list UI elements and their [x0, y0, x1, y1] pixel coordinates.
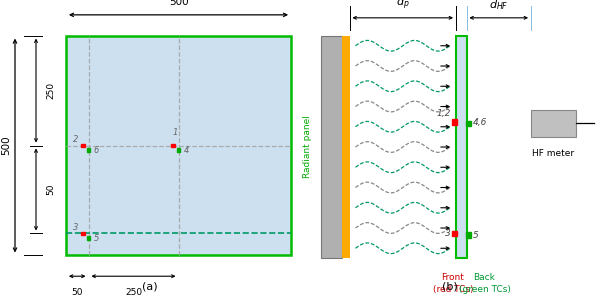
Text: (green TCs): (green TCs) [458, 285, 511, 294]
Bar [87, 148, 91, 152]
Bar [82, 232, 85, 235]
Bar [466, 121, 471, 126]
Text: Back: Back [473, 273, 496, 282]
Text: 250: 250 [47, 82, 56, 99]
Bar [531, 110, 576, 137]
Text: 50: 50 [47, 184, 56, 195]
Text: $d_{HF}$: $d_{HF}$ [489, 0, 508, 12]
Text: 500: 500 [1, 136, 11, 155]
Bar [87, 236, 91, 240]
Text: 4,6: 4,6 [473, 118, 487, 127]
Text: 6: 6 [94, 146, 99, 155]
Text: HF meter: HF meter [532, 148, 575, 157]
Text: (a): (a) [142, 281, 158, 291]
Text: 4: 4 [184, 146, 189, 155]
Text: 500: 500 [169, 0, 188, 7]
Text: 50: 50 [71, 288, 83, 297]
Text: $d_p$: $d_p$ [396, 0, 410, 12]
Text: Radiant panel: Radiant panel [303, 116, 312, 178]
Text: (red TCs): (red TCs) [433, 285, 473, 294]
Text: (b): (b) [442, 281, 458, 291]
Text: 250: 250 [125, 288, 142, 297]
Bar [82, 144, 85, 147]
Bar [466, 232, 471, 238]
Text: 2: 2 [73, 135, 79, 144]
Bar [321, 36, 342, 258]
Bar [172, 144, 175, 147]
Text: 5: 5 [473, 230, 479, 240]
Bar [456, 36, 467, 258]
Text: 5: 5 [94, 234, 99, 243]
Bar [342, 36, 349, 258]
Bar [452, 119, 457, 125]
Bar [452, 231, 457, 236]
Text: 3: 3 [73, 223, 79, 232]
Text: 3: 3 [445, 229, 451, 238]
Text: 1,2: 1,2 [436, 109, 451, 118]
Bar [176, 148, 180, 152]
Text: 1: 1 [172, 128, 178, 137]
Bar [66, 36, 291, 255]
Text: Front: Front [442, 273, 464, 282]
